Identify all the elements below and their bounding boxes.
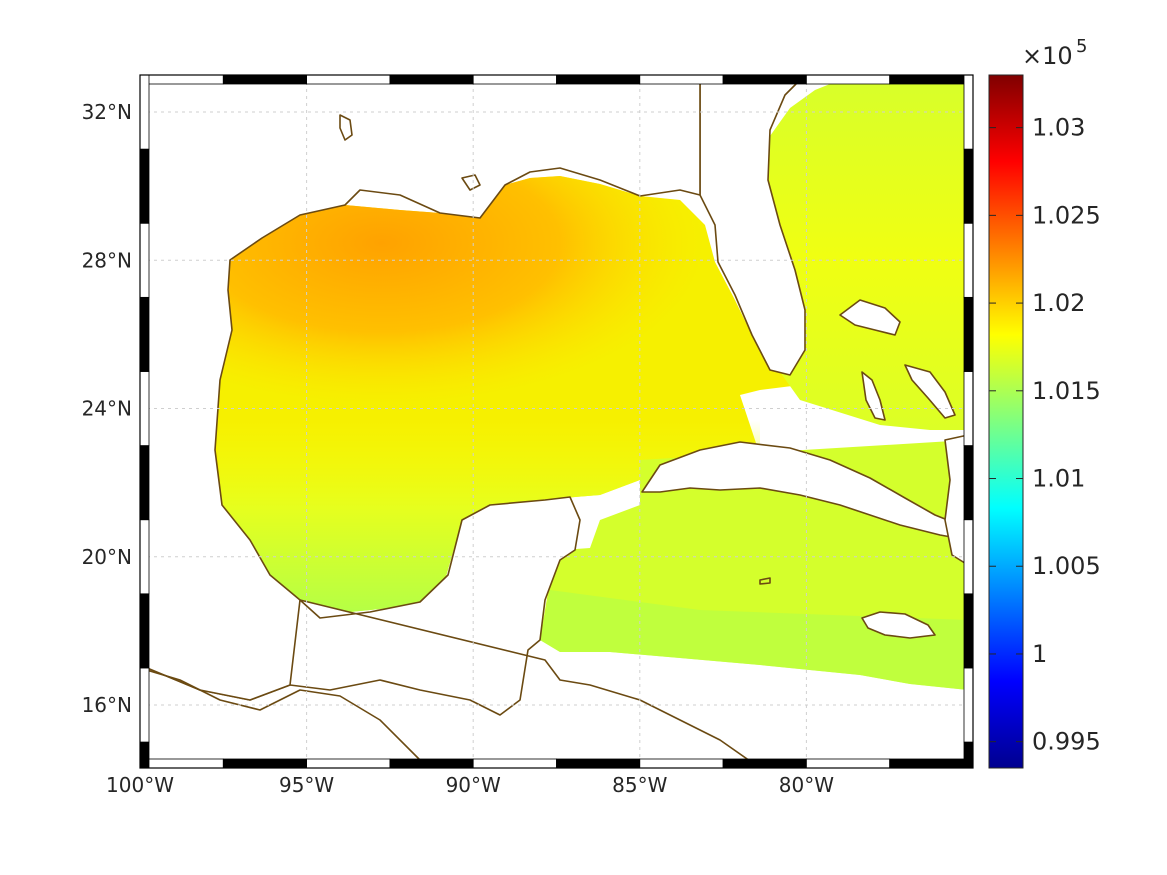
atlantic-field	[760, 84, 968, 430]
colorbar-exponent-power: 5	[1076, 36, 1087, 57]
colorbar-gradient	[988, 74, 1024, 769]
x-tick-label: 90°W	[446, 773, 501, 797]
frame-segment-right	[963, 148, 974, 224]
yucatan-land	[140, 496, 761, 768]
frame-segment-bottom	[639, 758, 724, 769]
frame-segment-left	[139, 445, 150, 521]
coastlines	[140, 75, 969, 768]
frame-segment-left	[139, 148, 150, 224]
jamaica-land	[861, 611, 936, 639]
y-tick-label: 28°N	[82, 248, 132, 272]
bahamas-1-land	[839, 299, 901, 336]
frame-border	[139, 74, 974, 769]
frame-segment-bottom	[889, 758, 974, 769]
bahamas-3-land	[904, 364, 956, 419]
colorbar-tick-label: 1.02	[1032, 289, 1085, 317]
frame-segment-right	[963, 222, 974, 298]
frame-segment-left	[139, 371, 150, 446]
x-tick-label: 80°W	[779, 773, 834, 797]
frame-segment-left	[139, 519, 150, 595]
frame-segment-top	[556, 74, 641, 85]
colorbar-tick-label: 1	[1032, 640, 1047, 668]
frame-segment-left	[139, 741, 150, 769]
frame-segment-bottom	[389, 758, 474, 769]
colorbar-exponent-base: ×10	[1022, 42, 1073, 70]
frame-segment-bottom	[556, 758, 641, 769]
caribbean-south	[540, 590, 968, 690]
central-america-coast	[140, 667, 441, 768]
y-tick-label: 32°N	[82, 100, 132, 124]
frame-segment-bottom	[722, 758, 807, 769]
gulf-south	[215, 420, 760, 615]
island-2	[759, 577, 771, 585]
colorbar-tick-label: 1.01	[1032, 465, 1085, 493]
frame-segment-right	[963, 667, 974, 743]
colorbar-ticks: 0.995 1 1.005 1.01 1.015 1.02 1.025 1.03	[989, 114, 1101, 756]
frame-segment-bottom	[806, 758, 891, 769]
frame-segment-top	[639, 74, 724, 85]
frame-segment-top	[806, 74, 891, 85]
gridlines	[140, 75, 973, 768]
frame-segment-right	[963, 445, 974, 521]
frame-segment-right	[963, 371, 974, 446]
frame-segment-top	[306, 74, 391, 85]
colorbar-tick-label: 1.03	[1032, 114, 1085, 142]
gulf-high	[220, 176, 760, 445]
frame-segment-left	[139, 222, 150, 298]
bahamas-2-land	[861, 371, 886, 421]
frame-segment-right	[963, 296, 974, 372]
frame-segment-right	[963, 593, 974, 669]
x-tick-label: 100°W	[106, 773, 174, 797]
mexico-land	[140, 75, 701, 701]
frame-segment-left	[139, 667, 150, 743]
y-tick-label: 16°N	[82, 693, 132, 717]
frame-segment-right	[963, 519, 974, 595]
frame-segment-left	[139, 74, 150, 150]
frame-segment-top	[472, 74, 557, 85]
colorbar-tick-label: 1.015	[1032, 377, 1101, 405]
frame-segment-top	[889, 74, 974, 85]
frame-segment-top	[722, 74, 807, 85]
x-tick-label: 95°W	[279, 773, 334, 797]
island-1	[461, 174, 481, 191]
frame-segment-right	[963, 741, 974, 769]
frame-segment-left	[139, 593, 150, 669]
frame-segment-right	[963, 74, 974, 150]
colorbar-tick-label: 1.005	[1032, 552, 1101, 580]
frame-segment-top	[139, 74, 224, 85]
x-tick-label: 85°W	[612, 773, 667, 797]
axis-ticks: 100°W 95°W 90°W 85°W 80°W 16°N 20°N 24°N 28°N 32°…	[82, 100, 835, 797]
colorbar-tick-label: 0.995	[1032, 728, 1101, 756]
y-tick-label: 20°N	[82, 545, 132, 569]
frame-segment-bottom	[306, 758, 391, 769]
frame-segment-top	[389, 74, 474, 85]
map-frame	[139, 74, 974, 769]
lake-coast	[339, 114, 353, 141]
colorbar-tick-label: 1.025	[1032, 201, 1101, 229]
frame-segment-left	[139, 296, 150, 372]
y-tick-label: 24°N	[82, 397, 132, 421]
frame-segment-bottom	[139, 758, 224, 769]
frame-segment-bottom	[222, 758, 308, 769]
frame-segment-bottom	[472, 758, 557, 769]
pressure-field	[215, 84, 968, 690]
frame-segment-top	[222, 74, 308, 85]
colorbar: ×10 5 0.995 1 1.005 1.01 1.015 1.02 1.025 1.03	[988, 36, 1101, 769]
